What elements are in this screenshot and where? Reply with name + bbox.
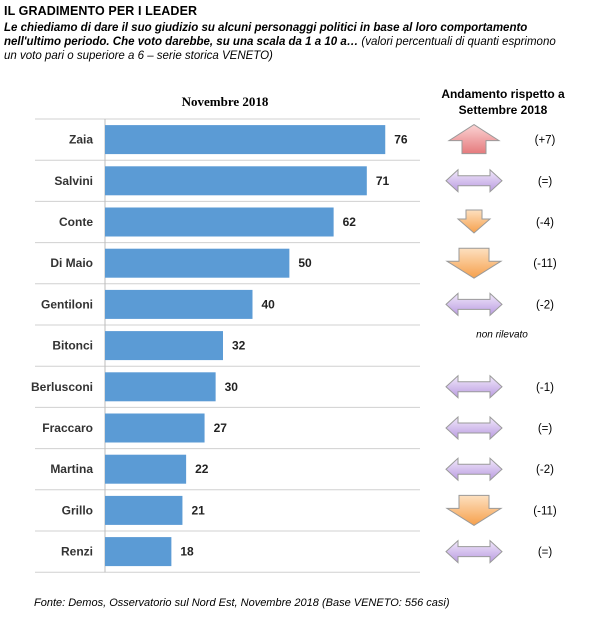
value-label: 71 — [376, 174, 390, 188]
trend-change-label: (+7) — [535, 135, 556, 147]
trend-change-label: (-2) — [536, 299, 554, 311]
value-label: 18 — [180, 545, 194, 559]
value-label: 22 — [195, 462, 209, 476]
question-note: (valori percentuali di quanti esprimono … — [4, 36, 556, 62]
value-label: 50 — [298, 256, 312, 270]
category-label: Martina — [50, 462, 93, 476]
bar — [105, 537, 172, 567]
category-label: Zaia — [69, 133, 93, 147]
bar — [105, 372, 216, 402]
page-title: IL GRADIMENTO PER I LEADER — [4, 4, 198, 18]
bar — [105, 454, 187, 484]
trend-down-arrow-icon — [456, 209, 492, 234]
value-label: 40 — [262, 297, 276, 311]
category-label: Renzi — [61, 545, 93, 559]
trend-change-label: (=) — [538, 423, 553, 435]
question-text: Le chiediamo di dare il suo giudizio su … — [4, 21, 564, 63]
value-label: 76 — [394, 133, 408, 147]
bar — [105, 166, 367, 196]
category-label: Berlusconi — [31, 380, 93, 394]
category-label: Gentiloni — [41, 297, 93, 311]
trend-change-label: (-11) — [533, 505, 557, 517]
trend-change-label: (-11) — [533, 258, 557, 270]
bar — [105, 125, 386, 155]
chart-title: Novembre 2018 — [181, 94, 269, 109]
trend-change-label: (-2) — [536, 464, 554, 476]
category-label: Fraccaro — [42, 421, 93, 435]
category-label: Bitonci — [52, 339, 93, 353]
trend-change-label: (=) — [538, 547, 553, 559]
trend-not-surveyed-label: non rilevato — [476, 330, 528, 341]
bar — [105, 248, 290, 278]
trend-change-label: (-4) — [536, 217, 554, 229]
bar — [105, 289, 253, 319]
trend-flat-arrow-icon — [445, 374, 503, 399]
category-label: Grillo — [62, 503, 93, 517]
value-label: 21 — [191, 503, 205, 517]
category-label: Conte — [59, 215, 93, 229]
bar — [105, 331, 223, 361]
trend-flat-arrow-icon — [445, 457, 503, 482]
trend-column-title: Andamento rispetto a Settembre 2018 — [441, 87, 565, 117]
trend-up-arrow-icon — [447, 124, 501, 155]
category-label: Di Maio — [50, 256, 93, 270]
trend-flat-arrow-icon — [445, 168, 503, 193]
value-label: 62 — [343, 215, 357, 229]
source-note: Fonte: Demos, Osservatorio sul Nord Est,… — [34, 597, 450, 609]
trend-flat-arrow-icon — [445, 415, 503, 441]
value-label: 32 — [232, 339, 246, 353]
trend-flat-arrow-icon — [445, 539, 503, 564]
trend-down-arrow-icon — [445, 494, 503, 526]
trend-change-label: (-1) — [536, 382, 554, 394]
trend-down-arrow-icon — [445, 247, 503, 279]
trend-change-label: (=) — [538, 176, 553, 188]
trend-flat-arrow-icon — [445, 292, 503, 317]
bar — [105, 207, 334, 237]
bar — [105, 495, 183, 525]
question: Le chiediamo di dare il suo giudizio su … — [4, 22, 528, 48]
value-label: 27 — [214, 421, 228, 435]
category-label: Salvini — [54, 174, 93, 188]
value-label: 30 — [225, 380, 239, 394]
bar — [105, 413, 205, 443]
